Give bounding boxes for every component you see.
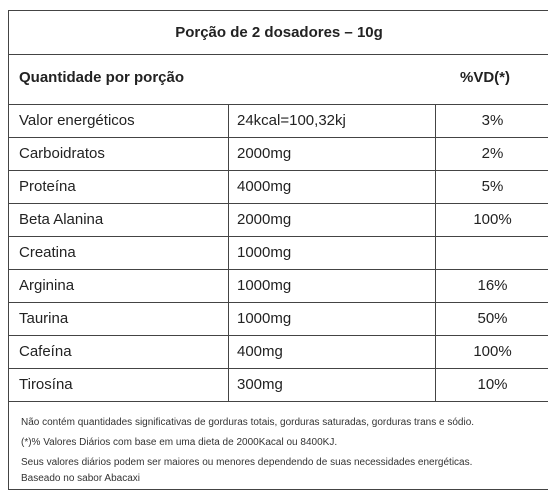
nutrient-vd: 100% (473, 211, 512, 228)
column-divider (228, 335, 229, 368)
header-vd: %VD(*) (460, 69, 511, 86)
column-divider (228, 269, 229, 302)
nutrient-name: Creatina (19, 244, 76, 261)
table-row: Arginina 1000mg 16% (9, 269, 548, 303)
column-divider (228, 236, 229, 269)
column-divider (228, 104, 229, 137)
nutrient-vd: 10% (477, 376, 508, 393)
nutrient-vd: 5% (481, 178, 504, 195)
column-divider (228, 137, 229, 170)
nutrient-name: Beta Alanina (19, 211, 104, 228)
nutrient-vd: 2% (481, 145, 504, 162)
nutrient-amount: 400mg (237, 343, 283, 360)
nutrient-name: Arginina (19, 277, 75, 294)
table-title: Porção de 2 dosadores – 10g (9, 11, 548, 55)
column-divider (435, 137, 436, 170)
footnote: Seus valores diários podem ser maiores o… (21, 457, 473, 468)
footnote: Baseado no sabor Abacaxi (21, 473, 140, 484)
nutrient-name: Cafeína (19, 343, 72, 360)
column-divider (228, 302, 229, 335)
nutrient-name: Carboidratos (19, 145, 105, 162)
footnote: (*)% Valores Diários com base em uma die… (21, 437, 338, 448)
table-row: Valor energéticos 24kcal=100,32kj 3% (9, 104, 548, 138)
column-divider (228, 170, 229, 203)
nutrient-amount: 4000mg (237, 178, 292, 195)
footnote: Não contém quantidades significativas de… (21, 417, 475, 428)
table-row: Taurina 1000mg 50% (9, 302, 548, 336)
nutrient-name: Proteína (19, 178, 76, 195)
nutrient-amount: 1000mg (237, 310, 292, 327)
table-row: Beta Alanina 2000mg 100% (9, 203, 548, 237)
nutrient-amount: 300mg (237, 376, 283, 393)
nutrient-vd: 100% (473, 343, 512, 360)
header-row: Quantidade por porção %VD(*) (9, 54, 548, 105)
nutrient-amount: 1000mg (237, 277, 292, 294)
column-divider (435, 170, 436, 203)
column-divider (435, 302, 436, 335)
header-quantity: Quantidade por porção (19, 69, 185, 86)
nutrient-vd: 3% (481, 112, 504, 129)
column-divider (435, 368, 436, 401)
nutrient-amount: 1000mg (237, 244, 292, 261)
table-row: Tirosína 300mg 10% (9, 368, 548, 402)
nutrient-vd: 50% (477, 310, 508, 327)
nutrient-amount: 24kcal=100,32kj (237, 112, 346, 129)
column-divider (435, 203, 436, 236)
nutrient-name: Taurina (19, 310, 69, 327)
column-divider (435, 269, 436, 302)
nutrient-amount: 2000mg (237, 145, 292, 162)
table-row: Creatina 1000mg (9, 236, 548, 270)
table-row: Carboidratos 2000mg 2% (9, 137, 548, 171)
column-divider (435, 236, 436, 269)
footnotes: Não contém quantidades significativas de… (21, 415, 474, 487)
column-divider (228, 203, 229, 236)
nutrient-amount: 2000mg (237, 211, 292, 228)
nutrient-vd: 16% (477, 277, 508, 294)
nutrition-table: Porção de 2 dosadores – 10g Quantidade p… (8, 10, 548, 490)
column-divider (435, 335, 436, 368)
column-divider (228, 368, 229, 401)
nutrient-name: Tirosína (19, 376, 73, 393)
table-row: Proteína 4000mg 5% (9, 170, 548, 204)
table-row: Cafeína 400mg 100% (9, 335, 548, 369)
column-divider (435, 104, 436, 137)
nutrient-name: Valor energéticos (19, 112, 135, 129)
